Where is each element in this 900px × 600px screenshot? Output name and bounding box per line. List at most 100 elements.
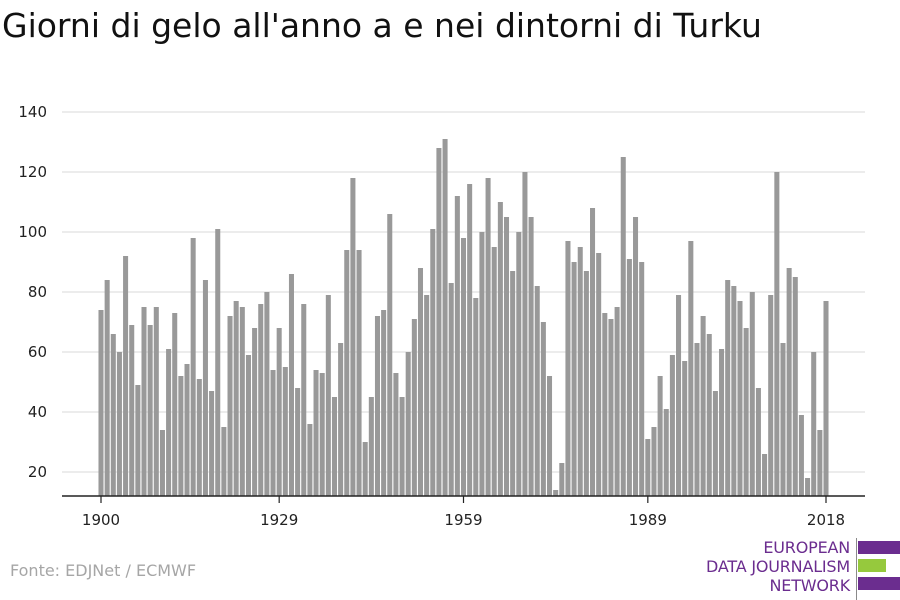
- bar: [172, 313, 178, 496]
- bar: [639, 262, 645, 496]
- bar: [583, 271, 589, 496]
- bar: [307, 424, 313, 496]
- bar: [510, 271, 516, 496]
- bar: [743, 328, 749, 496]
- logo-text-network: NETWORK: [769, 576, 851, 595]
- bar: [227, 316, 233, 496]
- bar: [98, 310, 104, 496]
- bar: [553, 490, 559, 496]
- bar: [313, 370, 319, 496]
- y-axis-labels: 20 40 60 80 100 120 140: [18, 103, 47, 481]
- bar: [153, 307, 159, 496]
- bar: [719, 349, 725, 496]
- bar: [141, 307, 147, 496]
- bar: [479, 232, 485, 496]
- bar: [295, 388, 301, 496]
- bar: [540, 322, 546, 496]
- bar: [497, 202, 503, 496]
- bar: [620, 157, 626, 496]
- bar: [473, 298, 479, 496]
- bar: [516, 232, 522, 496]
- bar: [123, 256, 129, 496]
- bar: [276, 328, 282, 496]
- bar: [706, 334, 712, 496]
- bar: [731, 286, 737, 496]
- chart-title: Giorni di gelo all'anno a e nei dintorni…: [2, 6, 762, 45]
- bar: [368, 397, 374, 496]
- bar: [245, 355, 251, 496]
- bar: [590, 208, 596, 496]
- bar: [571, 262, 577, 496]
- bar: [460, 238, 467, 496]
- y-tick-label: 100: [18, 223, 47, 241]
- bar: [694, 343, 700, 496]
- bar-series: [98, 139, 829, 496]
- bar: [792, 277, 798, 496]
- bar: [350, 178, 356, 496]
- bar: [393, 373, 399, 496]
- bar: [252, 328, 258, 496]
- bar: [129, 325, 135, 496]
- bar: [608, 319, 614, 496]
- bar: [817, 430, 823, 496]
- bar: [135, 385, 141, 496]
- bar: [424, 295, 430, 496]
- bar: [301, 304, 307, 496]
- y-tick-label: 60: [28, 343, 47, 361]
- bar: [633, 217, 639, 496]
- logo-bar-bottom: [858, 577, 900, 590]
- bar: [503, 217, 510, 496]
- bar: [577, 247, 583, 496]
- bar: [381, 310, 387, 496]
- bar: [288, 274, 294, 496]
- bar: [528, 217, 534, 496]
- bar: [682, 361, 688, 496]
- bar: [178, 376, 184, 496]
- bar: [417, 268, 424, 496]
- bar: [196, 379, 202, 496]
- y-tick-label: 120: [18, 163, 47, 181]
- bar: [374, 316, 380, 496]
- x-tick-label: 2018: [807, 511, 845, 529]
- bar: [762, 454, 768, 496]
- y-tick-label: 40: [28, 403, 47, 421]
- bar: [356, 250, 362, 496]
- y-tick-label: 20: [28, 463, 47, 481]
- bar: [270, 370, 276, 496]
- bar: [755, 388, 761, 496]
- bar: [491, 247, 497, 496]
- source-note: Fonte: EDJNet / ECMWF: [10, 561, 197, 580]
- bar: [411, 319, 417, 496]
- x-tick-label: 1900: [82, 511, 120, 529]
- bar: [362, 442, 368, 496]
- bar: [774, 172, 780, 496]
- bar: [166, 349, 172, 496]
- bar: [823, 301, 829, 496]
- bar: [319, 373, 325, 496]
- bar: [768, 295, 774, 496]
- bar: [522, 172, 528, 496]
- bar: [811, 352, 817, 496]
- bar: [534, 286, 540, 496]
- bar: [712, 391, 718, 496]
- bar: [258, 304, 264, 496]
- bar: [559, 463, 565, 496]
- bar: [116, 352, 122, 496]
- bar: [264, 292, 270, 496]
- bar: [626, 259, 632, 496]
- logo-text-european: EUROPEAN: [763, 538, 850, 557]
- bar: [688, 241, 694, 496]
- bar: [338, 343, 344, 496]
- logo-bar-middle: [858, 559, 886, 572]
- bar: [215, 229, 221, 496]
- logo-text-data-journalism: DATA JOURNALISM: [706, 557, 850, 576]
- bar: [405, 352, 411, 496]
- bar: [547, 376, 553, 496]
- bar: [798, 415, 804, 496]
- bar: [645, 439, 651, 496]
- bar: [221, 427, 227, 496]
- edjnet-logo: EUROPEAN DATA JOURNALISM NETWORK: [700, 538, 900, 600]
- bar: [651, 427, 657, 496]
- bar: [786, 268, 792, 496]
- bar: [331, 397, 337, 496]
